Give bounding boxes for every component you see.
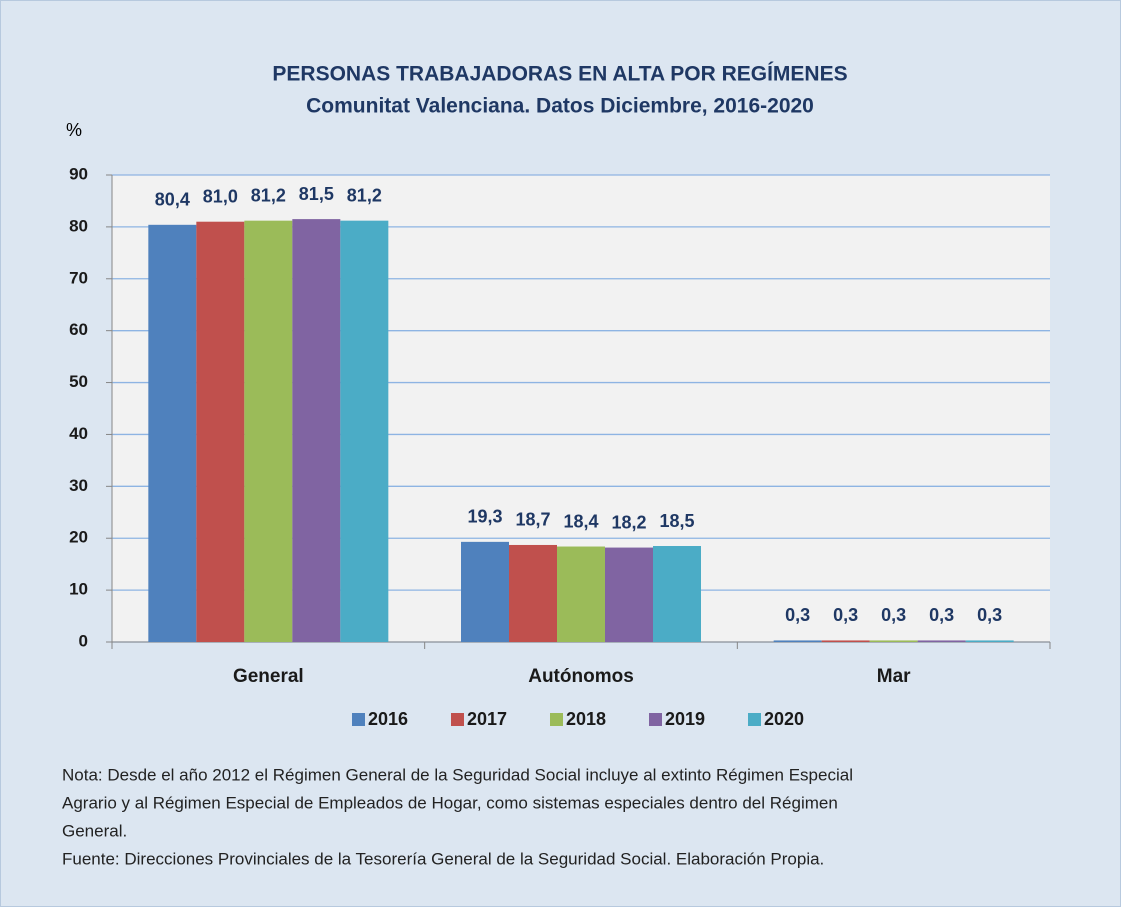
legend-swatch <box>748 713 761 726</box>
y-tick-label: 30 <box>69 476 88 495</box>
bar <box>773 640 822 642</box>
legend-label: 2018 <box>566 709 606 729</box>
legend-label: 2017 <box>467 709 507 729</box>
y-tick-label: 10 <box>69 580 88 599</box>
y-tick-label: 50 <box>69 372 88 391</box>
y-axis-label: % <box>66 120 82 140</box>
data-label: 81,5 <box>299 184 334 204</box>
data-label: 18,4 <box>563 511 598 531</box>
y-tick-label: 0 <box>79 631 88 650</box>
data-label: 0,3 <box>929 605 954 625</box>
data-label: 18,2 <box>611 512 646 532</box>
chart-title: PERSONAS TRABAJADORAS EN ALTA POR REGÍME… <box>272 63 847 86</box>
note: Nota: Desde el año 2012 el Régimen Gener… <box>62 765 853 784</box>
bar <box>196 221 245 642</box>
y-tick-label: 90 <box>69 164 88 183</box>
bar <box>821 640 870 642</box>
note: Agrario y al Régimen Especial de Emplead… <box>62 793 838 812</box>
bar <box>292 219 341 642</box>
legend-swatch <box>352 713 365 726</box>
y-tick-label: 70 <box>69 268 88 287</box>
y-tick-label: 60 <box>69 320 88 339</box>
data-label: 19,3 <box>467 507 502 527</box>
bar <box>148 224 197 642</box>
y-tick-label: 80 <box>69 216 88 235</box>
bar <box>557 546 605 642</box>
y-tick-label: 20 <box>69 528 88 547</box>
bar <box>869 640 918 642</box>
bar <box>244 220 293 642</box>
data-label: 0,3 <box>785 605 810 625</box>
legend-label: 2016 <box>368 709 408 729</box>
bar <box>461 541 509 642</box>
legend-label: 2020 <box>764 709 804 729</box>
legend-label: 2019 <box>665 709 705 729</box>
bar <box>653 546 701 642</box>
data-label: 0,3 <box>881 605 906 625</box>
legend-swatch <box>550 713 563 726</box>
legend-swatch <box>649 713 662 726</box>
data-label: 0,3 <box>977 605 1002 625</box>
data-label: 81,0 <box>203 186 238 206</box>
bar <box>509 544 557 642</box>
data-label: 0,3 <box>833 605 858 625</box>
x-tick-label: Mar <box>877 666 911 687</box>
note: General. <box>62 821 127 840</box>
data-label: 18,5 <box>659 511 694 531</box>
x-tick-label: Autónomos <box>528 666 634 687</box>
bar <box>605 547 653 642</box>
chart-subtitle: Comunitat Valenciana. Datos Diciembre, 2… <box>306 95 814 118</box>
data-label: 18,7 <box>515 510 550 530</box>
y-tick-label: 40 <box>69 424 88 443</box>
note: Fuente: Direcciones Provinciales de la T… <box>62 849 824 868</box>
data-label: 81,2 <box>251 185 286 205</box>
data-label: 81,2 <box>347 185 382 205</box>
x-tick-label: General <box>233 666 304 687</box>
bar <box>965 640 1014 642</box>
bar <box>917 640 966 642</box>
data-label: 80,4 <box>155 190 190 210</box>
legend-swatch <box>451 713 464 726</box>
bar <box>340 220 389 642</box>
